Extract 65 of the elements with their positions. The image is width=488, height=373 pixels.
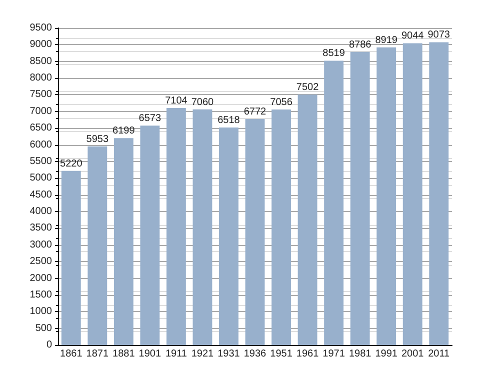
data-label: 6772 [244,106,267,118]
y-tick-label: 500 [35,322,52,334]
data-label: 8519 [322,48,346,60]
y-tick-label: 1000 [30,306,52,318]
bar [61,170,81,345]
bar [429,42,449,345]
x-tick-label: 1901 [138,348,162,360]
data-label: 6518 [218,115,240,126]
y-tick-label: 2500 [30,256,52,268]
y-tick-label: 7000 [30,106,52,117]
x-tick-label: 1931 [218,348,240,360]
bar [140,126,160,345]
y-tick-label: 0 [46,340,52,350]
data-label: 7060 [191,96,214,108]
x-tick-label: 1991 [375,348,398,360]
x-tick-label: 1921 [191,348,214,360]
x-tick-label: 2011 [428,348,450,360]
y-tick-label: 6500 [30,122,52,134]
y-tick-label: 4500 [30,189,52,200]
y-tick-label: 3500 [30,222,52,234]
data-label: 8786 [348,39,372,50]
x-tick-label: 1981 [348,348,372,360]
bar [272,110,291,345]
bar [298,94,318,345]
x-tick-label: 1911 [165,348,188,360]
data-label: 6199 [112,126,136,137]
x-tick-label: 1961 [296,348,320,360]
data-label: 8919 [375,34,398,46]
y-tick-label: 9500 [30,22,52,34]
data-label: 5953 [86,134,109,145]
y-tick-label: 6000 [30,139,52,150]
bar [219,128,238,345]
bar [376,47,396,345]
bar [245,119,265,345]
y-tick-label: 8500 [30,56,52,67]
bar [88,146,108,345]
data-label: 5220 [60,158,83,170]
data-label: 7104 [165,95,188,106]
bar [402,43,422,345]
y-tick-label: 8000 [30,72,52,84]
x-tick-label: 2001 [401,348,424,360]
bar [114,138,134,345]
bar [350,52,370,345]
bar [324,60,344,345]
data-label: 7056 [270,97,293,108]
data-label: 6573 [138,113,162,124]
x-tick-label: 1936 [244,348,267,360]
data-label: 9044 [401,30,424,42]
y-tick-label: 3000 [30,239,52,250]
y-tick-label: 5500 [30,156,52,167]
bar [166,108,186,345]
y-tick-label: 5000 [30,172,52,184]
data-label: 9073 [428,30,450,41]
bar [192,109,212,345]
x-tick-label: 1861 [60,348,83,360]
x-tick-label: 1871 [86,348,109,360]
y-tick-label: 1500 [30,289,52,300]
y-tick-label: 7500 [30,89,52,100]
x-tick-label: 1951 [270,348,293,360]
x-tick-label: 1881 [112,348,136,360]
y-tick-label: 4000 [30,206,52,218]
data-label: 7502 [296,82,320,94]
x-tick-label: 1971 [322,348,346,360]
y-tick-label: 9000 [30,39,52,50]
y-tick-label: 2000 [30,272,52,284]
